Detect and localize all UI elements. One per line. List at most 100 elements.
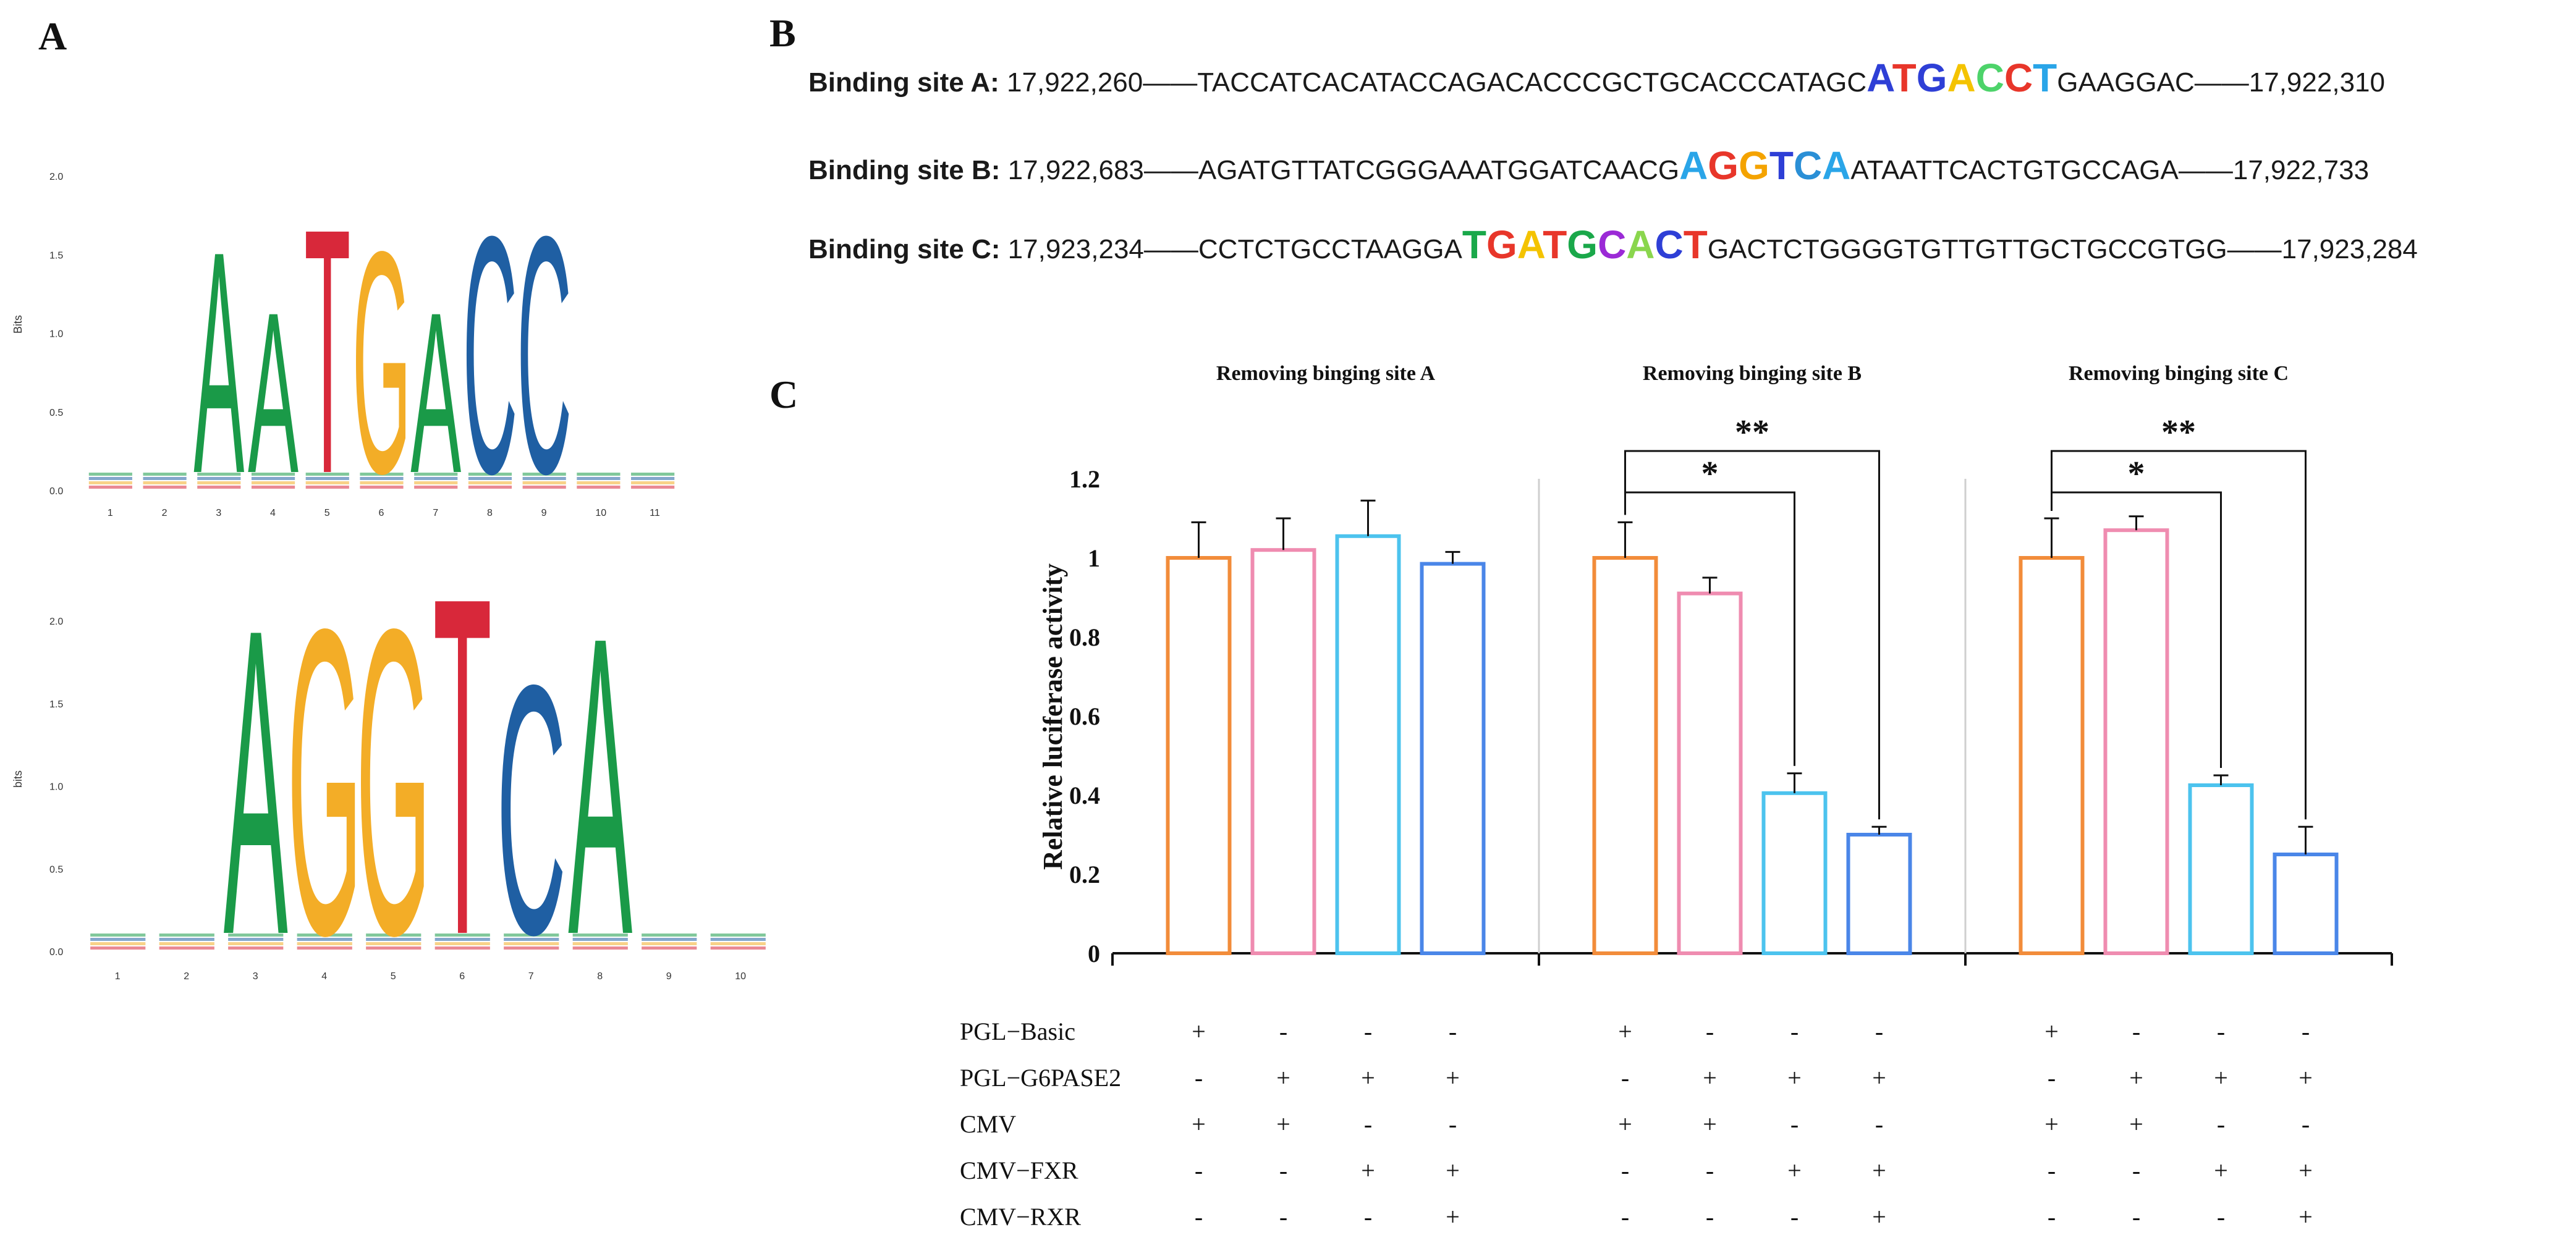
logo-noise-mark (143, 486, 187, 489)
condition-mark: - (2217, 1203, 2225, 1231)
binding-site-post: ATAATTCACTGTGCCAGA (1850, 155, 2179, 185)
logo-noise-mark (90, 934, 146, 937)
logo-xtick: 9 (541, 508, 547, 518)
logo-noise-mark (251, 477, 295, 480)
sequence-logo-2: 0.0 0.5 1.0 1.5 2.0 bits 1 2 3 4 5 6 7 8 9 10 AGG T C A (12, 497, 766, 1035)
logo-noise-mark (360, 477, 404, 480)
logo-noise-mark (88, 477, 132, 480)
binding-site-start: 17,922,683 (1008, 155, 1144, 185)
logo-noise-mark (197, 477, 241, 480)
condition-mark: - (1279, 1018, 1287, 1045)
binding-site-motif-letter: T (1892, 56, 1917, 100)
logo-noise-mark (88, 486, 132, 489)
binding-sites: Binding site A: 17,922,260——TACCATCACATA… (808, 56, 2418, 267)
binding-site-pre: CCTCTGCCTAAGGA (1198, 234, 1463, 264)
condition-label: CMV (960, 1110, 1016, 1138)
condition-label: CMV−RXR (960, 1203, 1081, 1231)
logo-xtick: 1 (108, 508, 113, 518)
binding-site-spacer (1000, 155, 1007, 185)
condition-mark: - (1790, 1110, 1799, 1138)
bar (1250, 548, 1316, 955)
condition-mark: + (1446, 1157, 1460, 1184)
logo-letter-c: C (497, 612, 566, 1009)
condition-mark: + (1618, 1018, 1632, 1045)
logo-noise-mark (631, 473, 675, 476)
binding-site-motif-letter: C (1598, 222, 1626, 267)
bar (2273, 853, 2339, 955)
condition-mark: + (2214, 1064, 2228, 1092)
logo-noise-mark (468, 473, 512, 476)
binding-site-motif-letter: G (1917, 56, 1947, 100)
logo-ytick: 0.0 (49, 947, 63, 958)
binding-site-end: 17,923,284 (2282, 234, 2418, 264)
logo-noise-mark (197, 481, 241, 484)
binding-site-dash: —— (2179, 155, 2233, 185)
logo-noise-mark (577, 481, 621, 484)
binding-site-start: 17,923,234 (1008, 234, 1144, 264)
condition-mark: - (1706, 1157, 1714, 1184)
logo-noise-mark (572, 938, 628, 941)
logo-noise-mark (710, 934, 766, 937)
condition-mark: + (2129, 1110, 2143, 1138)
logo-letter-t: T (304, 156, 350, 547)
logo-noise-mark (710, 942, 766, 945)
logo-noise-mark (577, 486, 621, 489)
logo-noise-mark (504, 946, 559, 950)
logo-noise-mark (366, 942, 422, 945)
binding-site-label: Binding site C: (808, 234, 1000, 264)
logo-noise-mark (297, 946, 352, 950)
binding-site-motif-letter: G (1739, 143, 1769, 188)
logo-noise-mark (366, 946, 422, 950)
logo-noise-mark (90, 946, 146, 950)
logo-letter-a: A (410, 264, 461, 521)
condition-mark: - (1790, 1018, 1799, 1045)
logo-noise-mark (197, 473, 241, 476)
condition-mark: + (1446, 1203, 1460, 1231)
logo-letter-t: T (433, 497, 492, 1035)
binding-site-motif-letter: A (1679, 143, 1708, 188)
condition-mark: - (2132, 1157, 2140, 1184)
condition-mark: + (2129, 1064, 2143, 1092)
logo-noise-mark (228, 946, 284, 950)
logo-noise-mark (414, 477, 458, 480)
bar (2019, 556, 2085, 955)
y-tick-label: 1.2 (1069, 465, 1100, 493)
logo-noise-mark (468, 477, 512, 480)
logo-noise-mark (434, 942, 490, 945)
logo-xtick: 2 (184, 971, 189, 982)
logo-xtick: 1 (115, 971, 121, 982)
logo-noise-mark (159, 942, 214, 945)
condition-mark: - (1449, 1018, 1457, 1045)
logo-xtick: 8 (597, 971, 603, 982)
binding-site-motif-letter: G (1708, 143, 1739, 188)
logo-noise-mark (414, 481, 458, 484)
condition-mark: - (1875, 1018, 1883, 1045)
condition-mark: - (2302, 1110, 2310, 1138)
bar (1677, 591, 1743, 955)
logo-noise-mark (228, 938, 284, 941)
condition-mark: - (1706, 1018, 1714, 1045)
logo-letter-g: G (352, 185, 411, 539)
condition-label: PGL−Basic (960, 1018, 1075, 1045)
condition-mark: - (1449, 1110, 1457, 1138)
binding-site-post: GAAGGAC (2057, 67, 2195, 98)
logo-letter-a: A (193, 185, 244, 539)
binding-site-dash: —— (2227, 234, 2282, 264)
logo-ylabel: Bits (12, 315, 24, 334)
logo-noise-mark (360, 481, 404, 484)
bar (1335, 534, 1401, 955)
binding-site-dash: —— (1143, 67, 1197, 98)
logo-ytick: 1.0 (49, 782, 63, 793)
condition-mark: + (1703, 1064, 1717, 1092)
logo-ytick: 2.0 (49, 172, 63, 182)
logo-noise-mark (305, 486, 349, 489)
logo-noise-mark (468, 481, 512, 484)
logo-xtick: 7 (433, 508, 438, 518)
logo-ytick: 1.5 (49, 699, 63, 710)
binding-site-motif-letter: G (1486, 222, 1517, 267)
logo-noise-mark (159, 938, 214, 941)
logo-noise-mark (504, 934, 559, 937)
logo-xtick: 5 (324, 508, 330, 518)
condition-mark: + (2298, 1064, 2313, 1092)
condition-label: CMV−FXR (960, 1157, 1078, 1184)
